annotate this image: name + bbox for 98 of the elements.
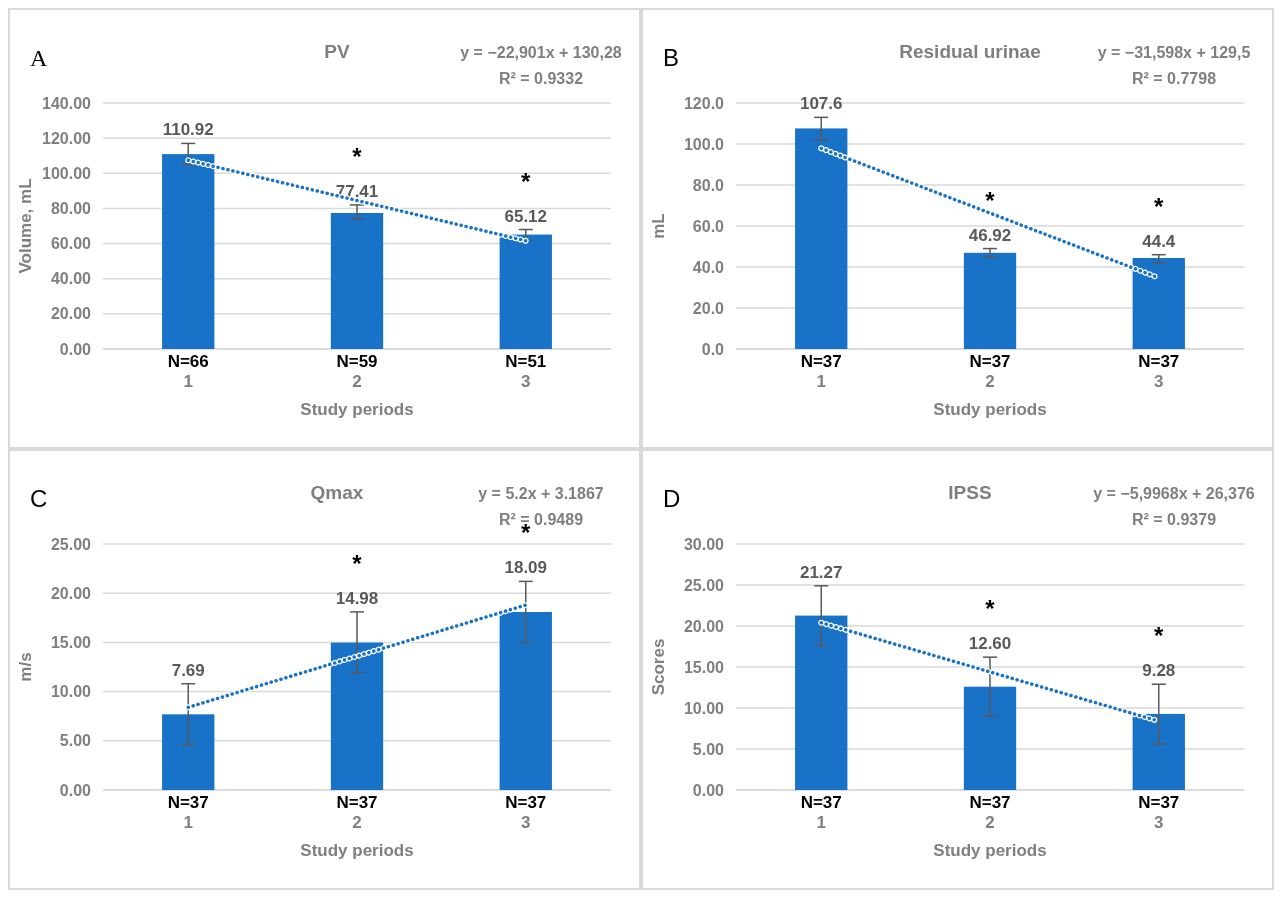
text: C <box>30 485 48 512</box>
y-tick-label: 5.00 <box>692 740 725 758</box>
y-tick-label: 30.00 <box>683 535 725 553</box>
y-tick-label: 140.00 <box>42 94 92 112</box>
annotation: * <box>1154 622 1165 650</box>
text: R² = 0.9379 <box>1131 511 1217 528</box>
text: R² = 0.9332 <box>498 70 584 87</box>
annotation: N=37 <box>969 352 1011 371</box>
chart-title: Qmax <box>310 482 364 503</box>
x-tick-label: 1 <box>816 372 826 391</box>
y-tick-label: 20.00 <box>50 584 92 602</box>
annotation: N=37 <box>969 793 1011 812</box>
annotation: N=59 <box>336 352 378 371</box>
y-tick-label: 0.00 <box>59 340 92 358</box>
y-tick-label: 60.00 <box>50 235 92 253</box>
annotation: * <box>985 186 996 214</box>
x-tick-label: 1 <box>183 813 193 832</box>
x-tick-label: 2 <box>985 813 995 832</box>
y-axis-title: m/s <box>16 652 35 682</box>
data-label: 44.4 <box>1142 231 1176 251</box>
data-label: 65.12 <box>504 206 548 226</box>
y-tick-label: 120.00 <box>42 129 92 147</box>
bar <box>963 252 1017 349</box>
y-tick-label: 10.00 <box>683 699 725 717</box>
x-axis-title: Study periods <box>300 841 414 860</box>
annotation: N=37 <box>1138 793 1180 812</box>
x-tick-label: 3 <box>521 372 531 391</box>
text: R² = 0.7798 <box>1131 70 1217 87</box>
y-tick-label: 120.0 <box>683 94 725 112</box>
x-tick-label: 1 <box>183 372 193 391</box>
y-tick-label: 20.00 <box>683 617 725 635</box>
x-tick-label: 2 <box>352 813 362 832</box>
y-tick-label: 40.00 <box>50 270 92 288</box>
text: B <box>663 44 680 71</box>
annotation: N=66 <box>167 352 209 371</box>
chart-title: Residual urinae <box>899 41 1041 62</box>
annotation: N=51 <box>505 352 547 371</box>
data-label: 77.41 <box>335 181 379 201</box>
chart-title: PV <box>324 41 350 62</box>
data-label: 7.69 <box>171 660 205 680</box>
x-tick-label: 3 <box>521 813 531 832</box>
y-tick-label: 100.0 <box>683 135 725 153</box>
bar <box>330 212 384 349</box>
y-axis-title: mL <box>649 213 668 239</box>
data-label: 14.98 <box>335 588 379 608</box>
data-label: 46.92 <box>968 225 1012 245</box>
y-tick-label: 80.00 <box>50 200 92 218</box>
bar <box>162 714 215 790</box>
x-tick-label: 3 <box>1154 372 1164 391</box>
y-tick-label: 20.0 <box>692 299 725 317</box>
data-label: 21.27 <box>799 562 843 582</box>
y-tick-label: 100.00 <box>42 164 92 182</box>
text: D <box>663 485 681 512</box>
data-label: 12.60 <box>968 634 1012 654</box>
text: y = −31,598x + 129,5 <box>1097 44 1251 61</box>
annotation: N=37 <box>800 352 842 371</box>
bar <box>963 686 1017 790</box>
y-tick-label: 5.00 <box>59 732 92 750</box>
text: y = 5.2x + 3.1867 <box>478 485 604 502</box>
y-tick-label: 0.0 <box>701 340 725 358</box>
annotation: * <box>1154 192 1165 220</box>
text: y = −5,9968x + 26,376 <box>1093 485 1255 502</box>
y-tick-label: 10.00 <box>50 683 92 701</box>
text: A <box>30 45 48 71</box>
x-tick-label: 2 <box>985 372 995 391</box>
x-axis-title: Study periods <box>300 400 414 419</box>
y-tick-label: 25.00 <box>50 535 92 553</box>
y-axis-title: Scores <box>649 638 668 696</box>
y-tick-label: 40.0 <box>692 258 725 276</box>
y-tick-label: 0.00 <box>59 781 92 799</box>
annotation: N=37 <box>800 793 842 812</box>
y-tick-label: 20.00 <box>50 305 92 323</box>
x-tick-label: 3 <box>1154 813 1164 832</box>
y-tick-label: 0.00 <box>692 781 725 799</box>
y-tick-label: 60.0 <box>692 217 725 235</box>
data-label: 107.6 <box>799 94 843 114</box>
x-axis-title: Study periods <box>933 841 1047 860</box>
annotation: N=37 <box>505 793 547 812</box>
text: y = −22,901x + 130,28 <box>460 44 622 61</box>
y-tick-label: 15.00 <box>50 634 92 651</box>
chart-title: IPSS <box>948 482 992 503</box>
y-tick-label: 25.00 <box>683 576 725 594</box>
data-label: 9.28 <box>1142 661 1176 681</box>
data-label: 18.09 <box>504 558 548 578</box>
y-tick-label: 80.0 <box>692 176 725 194</box>
x-tick-label: 2 <box>352 372 362 391</box>
annotation: * <box>352 549 363 577</box>
y-tick-label: 15.00 <box>683 658 725 676</box>
annotation: * <box>521 167 532 195</box>
annotation: * <box>985 595 996 623</box>
y-axis-title: Volume, mL <box>16 178 35 274</box>
x-tick-label: 1 <box>816 813 826 832</box>
annotation: * <box>352 142 363 170</box>
x-axis-title: Study periods <box>933 400 1047 419</box>
annotation: N=37 <box>336 793 378 812</box>
data-label: 110.92 <box>162 120 214 140</box>
annotation: N=37 <box>167 793 209 812</box>
annotation: N=37 <box>1138 352 1180 371</box>
